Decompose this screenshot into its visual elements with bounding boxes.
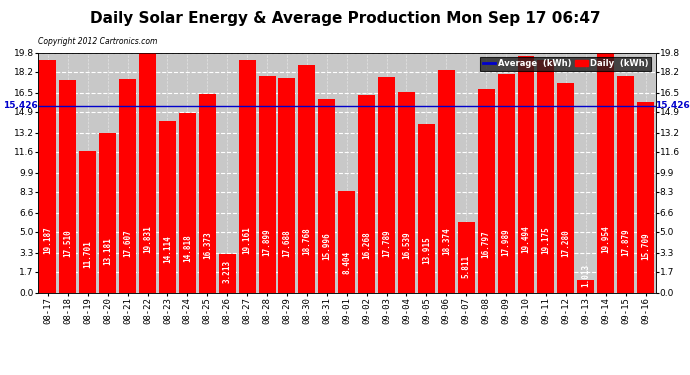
Bar xyxy=(637,102,654,292)
Text: 17.688: 17.688 xyxy=(282,229,291,257)
Text: 16.539: 16.539 xyxy=(402,231,411,259)
Text: 15.996: 15.996 xyxy=(322,232,331,260)
Text: 17.280: 17.280 xyxy=(562,230,571,258)
Text: 16.373: 16.373 xyxy=(203,231,212,259)
Text: 13.915: 13.915 xyxy=(422,236,431,264)
Bar xyxy=(497,75,515,292)
Text: 5.811: 5.811 xyxy=(462,255,471,278)
Text: 17.879: 17.879 xyxy=(621,229,630,256)
Text: 11.701: 11.701 xyxy=(83,240,92,268)
Text: 16.268: 16.268 xyxy=(362,231,371,259)
Text: 18.768: 18.768 xyxy=(302,227,311,255)
Bar xyxy=(538,60,554,292)
Text: 14.114: 14.114 xyxy=(163,236,172,263)
Text: 17.899: 17.899 xyxy=(262,229,272,256)
Bar xyxy=(617,76,634,292)
Bar xyxy=(298,65,315,292)
Text: 8.404: 8.404 xyxy=(342,251,351,274)
Text: 19.175: 19.175 xyxy=(542,226,551,254)
Bar xyxy=(259,75,275,292)
Text: 18.374: 18.374 xyxy=(442,228,451,255)
Text: 1.013: 1.013 xyxy=(581,264,590,287)
Bar xyxy=(318,99,335,292)
Bar xyxy=(518,56,535,292)
Bar xyxy=(598,51,614,292)
Bar xyxy=(179,113,196,292)
Bar xyxy=(139,52,156,292)
Bar xyxy=(119,79,136,292)
Bar xyxy=(338,190,355,292)
Bar xyxy=(159,122,176,292)
Text: 3.213: 3.213 xyxy=(223,260,232,283)
Text: 19.831: 19.831 xyxy=(143,225,152,253)
Text: 16.797: 16.797 xyxy=(482,231,491,258)
Bar xyxy=(59,80,77,292)
Text: 14.818: 14.818 xyxy=(183,234,192,262)
Text: 15.426: 15.426 xyxy=(3,101,38,110)
Text: 17.510: 17.510 xyxy=(63,229,72,257)
Text: Daily Solar Energy & Average Production Mon Sep 17 06:47: Daily Solar Energy & Average Production … xyxy=(90,11,600,26)
Text: Copyright 2012 Cartronics.com: Copyright 2012 Cartronics.com xyxy=(38,38,157,46)
Text: 19.954: 19.954 xyxy=(601,225,610,253)
Bar xyxy=(558,83,574,292)
Bar xyxy=(239,60,255,292)
Text: 17.989: 17.989 xyxy=(502,228,511,256)
Text: 15.426: 15.426 xyxy=(656,101,690,110)
Text: 13.181: 13.181 xyxy=(104,237,112,265)
Bar xyxy=(358,95,375,292)
Bar xyxy=(398,92,415,292)
Text: 17.607: 17.607 xyxy=(123,229,132,257)
Bar xyxy=(39,60,57,292)
Bar xyxy=(99,133,116,292)
Bar xyxy=(279,78,295,292)
Bar xyxy=(578,280,594,292)
Bar xyxy=(199,94,216,292)
Text: 19.494: 19.494 xyxy=(522,226,531,254)
Bar xyxy=(378,77,395,292)
Bar xyxy=(418,124,435,292)
Bar xyxy=(438,70,455,292)
Text: 17.789: 17.789 xyxy=(382,229,391,256)
Legend: Average  (kWh), Daily  (kWh): Average (kWh), Daily (kWh) xyxy=(480,57,651,70)
Text: 19.161: 19.161 xyxy=(243,226,252,254)
Text: 19.187: 19.187 xyxy=(43,226,52,254)
Text: 15.709: 15.709 xyxy=(641,232,650,260)
Bar xyxy=(79,151,96,292)
Bar xyxy=(457,222,475,292)
Bar xyxy=(219,254,236,292)
Bar xyxy=(477,89,495,292)
